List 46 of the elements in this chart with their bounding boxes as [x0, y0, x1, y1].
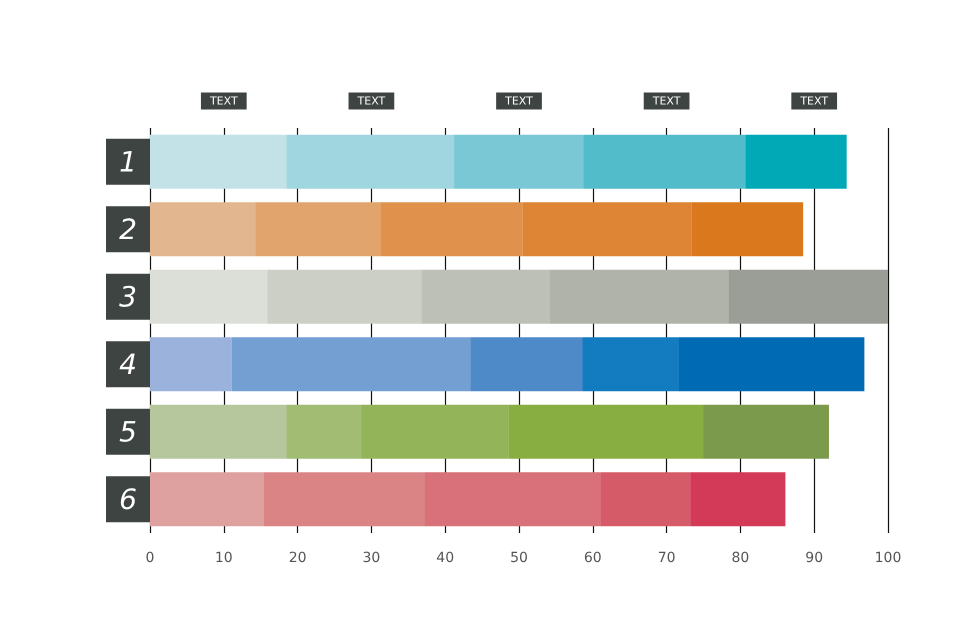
- bar: [704, 404, 829, 459]
- text: TEXT: [504, 94, 534, 108]
- bar: [582, 337, 678, 392]
- x-tick-label: 0: [146, 550, 154, 566]
- bar: [600, 472, 690, 526]
- bar: [454, 134, 584, 189]
- x-tick-label: 60: [584, 550, 602, 566]
- text: TEXT: [799, 94, 828, 108]
- x-tick-label: 90: [805, 550, 824, 566]
- bar: [422, 270, 550, 324]
- y-tick-label: 4: [119, 348, 137, 381]
- bar: [470, 337, 582, 392]
- x-tick-label: 30: [362, 550, 380, 566]
- x-tick-label: 70: [658, 550, 676, 566]
- bar: [728, 270, 888, 324]
- y-tick-label: 2: [119, 212, 137, 246]
- bar: [583, 134, 746, 189]
- bar: [678, 337, 864, 392]
- text: TEXT: [208, 94, 238, 108]
- y-tick-label: 6: [119, 482, 137, 516]
- bar: [522, 202, 692, 256]
- bar: [690, 472, 786, 526]
- x-tick-label: 20: [288, 550, 307, 566]
- bar: [361, 404, 509, 459]
- x-tick-label: 100: [874, 550, 902, 566]
- x-tick-label: 40: [436, 550, 454, 566]
- bar: [746, 134, 847, 189]
- bar: [286, 404, 362, 459]
- y-tick-label: 3: [119, 280, 137, 314]
- x-tick-label: 10: [214, 550, 233, 566]
- bar: [380, 202, 523, 256]
- x-tick-label: 50: [510, 550, 528, 566]
- y-tick-label: 5: [119, 415, 137, 448]
- text: TEXT: [356, 94, 386, 108]
- bar: [232, 337, 470, 392]
- bar: [286, 134, 454, 189]
- bar: [550, 270, 729, 324]
- text: TEXT: [652, 94, 681, 108]
- x-tick-label: 80: [731, 550, 750, 566]
- bar: [256, 202, 380, 256]
- y-tick-label: 1: [119, 145, 137, 178]
- bar: [692, 202, 804, 256]
- bar: [264, 472, 425, 526]
- bar: [508, 404, 704, 459]
- bar: [267, 270, 422, 324]
- bar: [424, 472, 600, 526]
